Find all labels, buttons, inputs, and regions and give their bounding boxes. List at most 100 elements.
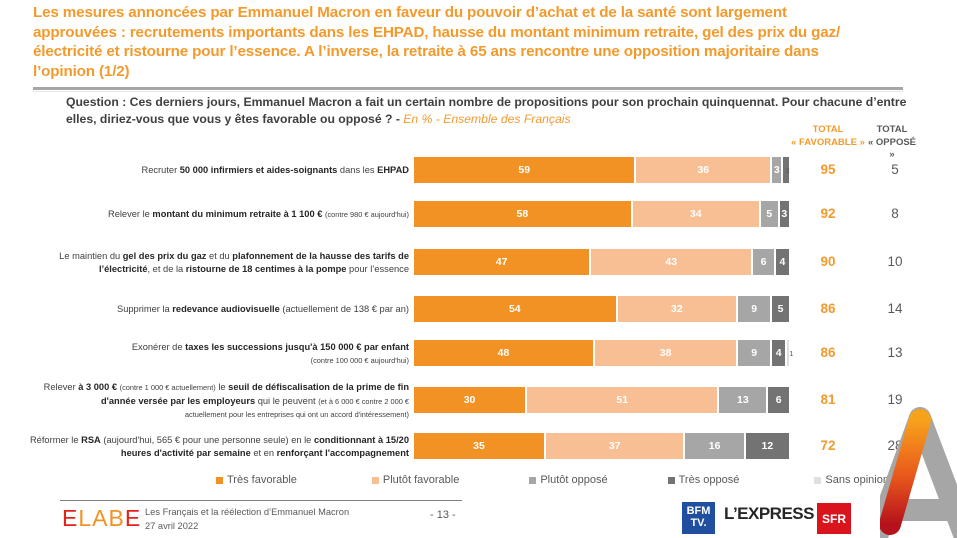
bar-segment-plutot-oppose: 13 — [719, 387, 769, 413]
bar-segment-plutot-favorable: 51 — [527, 387, 720, 413]
question-text: Question : Ces derniers jours, Emmanuel … — [66, 94, 926, 127]
bar-value-label: 3 — [781, 208, 788, 220]
chart-legend: Très favorable Plutôt favorable Plutôt opp… — [216, 474, 889, 486]
total-oppose-value: 5 — [891, 162, 899, 177]
legend-label: Plutôt opposé — [540, 474, 608, 486]
row-label: Le maintien du gel des prix du gaz et du… — [59, 251, 409, 274]
bar-segment-plutot-favorable: 32 — [617, 296, 739, 322]
row-label: Supprimer la redevance audiovisuelle (ac… — [117, 304, 409, 314]
legend-item-tres-favorable: Très favorable — [216, 474, 297, 486]
legend-swatch-icon — [814, 476, 822, 484]
total-favorable-value: 72 — [820, 438, 836, 453]
bar-segment-tres-favorable: 47 — [414, 249, 592, 275]
bar-value-label: 37 — [608, 440, 621, 452]
column-header-total-oppose-line1: TOTAL — [876, 124, 908, 135]
title-divider — [33, 87, 903, 90]
bar-segment-plutot-favorable: 34 — [632, 201, 761, 227]
bar-value-label: 1 — [789, 348, 794, 358]
bar-value-label: 9 — [751, 303, 758, 315]
total-favorable-value: 95 — [820, 162, 836, 177]
question-subtext: En % - Ensemble des Français — [403, 111, 571, 126]
elabe-corner-a-icon — [880, 407, 957, 538]
bar-segment-tres-favorable: 35 — [414, 433, 546, 459]
bar-segment-tres-oppose: 3 — [779, 201, 791, 227]
bar-row: 30 51 13 6 — [414, 387, 791, 413]
bar-segment-tres-oppose: 4 — [772, 340, 788, 366]
bar-value-label: 13 — [737, 394, 749, 406]
bar-value-label: 47 — [495, 256, 508, 268]
bar-value-label: 36 — [697, 164, 710, 176]
bar-segment-tres-favorable: 58 — [414, 201, 633, 227]
bar-segment-plutot-favorable: 43 — [591, 249, 754, 275]
bar-row: 58 34 5 3 — [414, 201, 791, 227]
bar-segment-plutot-oppose: 9 — [738, 340, 773, 366]
bar-value-label: 9 — [751, 347, 758, 359]
bar-segment-sans-opinion: 1 — [787, 340, 794, 366]
bar-value-label: 38 — [659, 347, 672, 359]
bar-row: 59 36 3 2 — [414, 157, 791, 183]
bar-segment-tres-favorable: 30 — [414, 387, 528, 413]
total-favorable-value: 90 — [820, 254, 836, 269]
bar-segment-plutot-favorable: 38 — [594, 340, 739, 366]
bfmtv-logo-line2: TV. — [690, 517, 707, 529]
column-header-total-favorable-line1: TOTAL — [812, 124, 844, 135]
footer-divider — [60, 500, 462, 501]
bar-value-label: 30 — [463, 394, 476, 406]
total-oppose-value: 10 — [887, 254, 903, 269]
bfmtv-logo-line1: BFM — [686, 505, 711, 517]
bar-row: 47 43 6 4 — [414, 249, 791, 275]
legend-item-tres-oppose: Très opposé — [667, 474, 740, 486]
question-main: Question : Ces derniers jours, Emmanuel … — [66, 95, 907, 126]
total-favorable-value: 81 — [820, 392, 836, 407]
legend-label: Plutôt favorable — [382, 474, 460, 486]
report-title: Les Français et la réélection d’Emmanuel… — [145, 507, 350, 517]
lexpress-logo: L’EXPRESS — [724, 504, 814, 523]
bar-row: 54 32 9 5 — [414, 296, 791, 322]
bar-segment-plutot-oppose: 16 — [685, 433, 746, 459]
bar-value-label: 12 — [761, 440, 774, 452]
legend-swatch-icon — [667, 476, 675, 484]
legend-item-plutot-oppose: Plutôt opposé — [529, 474, 608, 486]
title-divider-shadow — [33, 91, 903, 92]
bar-value-label: 3 — [773, 164, 780, 176]
bar-value-label: 2 — [785, 165, 790, 175]
row-label: Réformer le RSA (aujourd'hui, 565 € pour… — [29, 435, 409, 458]
report-date: 27 avril 2022 — [145, 521, 199, 531]
bar-segment-plutot-oppose: 6 — [753, 249, 776, 275]
bar-segment-tres-favorable: 59 — [414, 157, 637, 183]
bar-segment-tres-favorable: 54 — [414, 296, 618, 322]
elabe-logo-letter: L — [78, 505, 93, 531]
bar-segment-tres-oppose: 4 — [775, 249, 791, 275]
bar-segment-plutot-oppose: 5 — [760, 201, 780, 227]
bar-value-label: 4 — [775, 347, 782, 359]
total-oppose-value: 13 — [887, 345, 903, 360]
bar-value-label: 16 — [708, 440, 721, 452]
column-header-total-oppose-line2: « OPPOSÉ » — [867, 136, 917, 161]
bar-row: 35 37 16 12 — [414, 433, 791, 459]
total-oppose-value: 8 — [891, 206, 899, 221]
elabe-logo-letter: E — [124, 505, 142, 531]
sfr-logo: SFR — [817, 503, 851, 534]
bar-value-label: 6 — [775, 394, 782, 406]
column-header-total-oppose: TOTAL « OPPOSÉ » — [866, 124, 918, 162]
column-header-total-favorable-line2: « FAVORABLE » — [791, 136, 865, 148]
bar-value-label: 58 — [516, 208, 529, 220]
bar-value-label: 43 — [665, 256, 678, 268]
total-favorable-value: 92 — [820, 206, 836, 221]
elabe-logo-letter: A — [92, 505, 109, 531]
bar-value-label: 51 — [616, 394, 629, 406]
legend-label: Très opposé — [678, 474, 740, 486]
row-label: Exonérer de taxes les successions jusqu'… — [131, 342, 409, 365]
bar-row: 48 38 9 4 1 — [414, 340, 794, 366]
bar-value-label: 54 — [508, 303, 521, 315]
legend-label: Sans opinion — [825, 474, 889, 486]
bar-segment-plutot-oppose: 3 — [772, 157, 784, 183]
bar-segment-plutot-oppose: 9 — [738, 296, 773, 322]
total-oppose-value: 19 — [887, 392, 903, 407]
bar-segment-tres-favorable: 48 — [414, 340, 595, 366]
bar-segment-tres-oppose: 2 — [783, 157, 791, 183]
bar-value-label: 32 — [671, 303, 683, 315]
bar-value-label: 5 — [766, 208, 773, 220]
elabe-logo: ELABE — [62, 505, 141, 532]
legend-label: Très favorable — [227, 474, 297, 486]
